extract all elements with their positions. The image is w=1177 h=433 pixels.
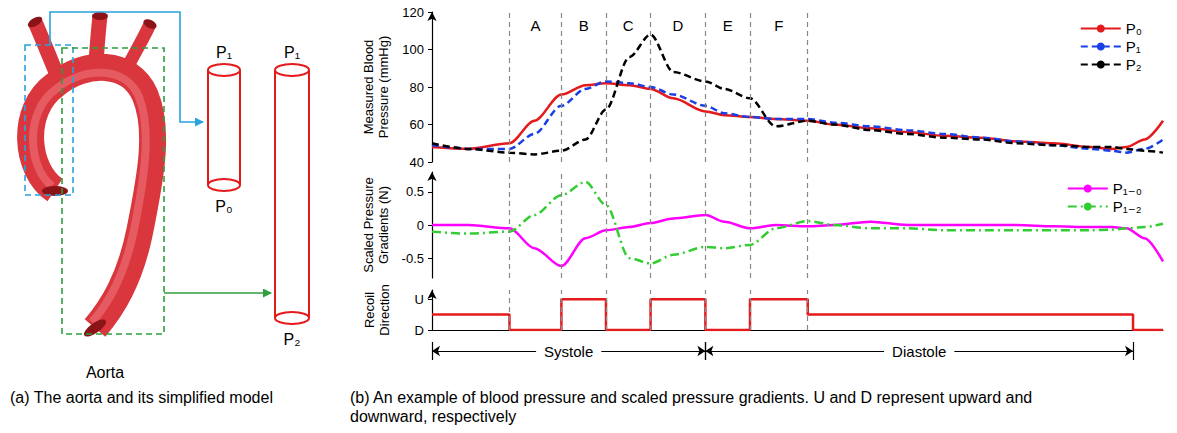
svg-text:-0.5: -0.5 [402,251,424,266]
svg-text:P₀: P₀ [215,198,232,215]
svg-text:A: A [530,17,540,34]
svg-text:Diastole: Diastole [892,343,946,360]
html-text:(a) The aorta and its simplifi: (a) The aorta and its simplified model [10,389,273,406]
svg-text:P₁: P₁ [284,44,300,61]
svg-text:Aorta: Aorta [86,364,124,381]
svg-text:P₂: P₂ [1126,56,1142,73]
html-text:(b) An example of blood pressu: (b) An example of blood pressure and sca… [350,389,1033,425]
svg-text:D: D [673,17,684,34]
svg-text:C: C [623,17,634,34]
svg-text:P₁: P₁ [216,44,232,61]
svg-text:B: B [579,17,589,34]
svg-text:60: 60 [410,117,424,132]
svg-text:Recoil: Recoil [362,292,377,328]
svg-text:P₂: P₂ [284,331,301,348]
svg-text:P₁: P₁ [1126,38,1141,55]
svg-text:40: 40 [410,155,424,170]
svg-text:P₁₋₀: P₁₋₀ [1113,180,1142,197]
svg-text:P₁₋₂: P₁₋₂ [1113,198,1142,215]
svg-text:Direction: Direction [377,284,392,335]
svg-text:Pressure (mmHg): Pressure (mmHg) [376,36,391,139]
svg-text:80: 80 [410,80,424,95]
svg-text:120: 120 [402,5,424,20]
svg-text:0.5: 0.5 [406,184,424,199]
svg-text:0: 0 [417,218,424,233]
svg-text:D: D [415,323,424,338]
svg-text:Gradients (N): Gradients (N) [376,186,391,264]
svg-text:Scaled Pressure: Scaled Pressure [361,177,376,272]
svg-text:Measured Blood: Measured Blood [361,40,376,135]
svg-text:P₀: P₀ [1126,20,1142,37]
svg-text:E: E [723,17,733,34]
svg-text:Systole: Systole [544,343,593,360]
svg-text:U: U [415,292,424,307]
svg-text:100: 100 [402,42,424,57]
svg-text:F: F [774,17,783,34]
